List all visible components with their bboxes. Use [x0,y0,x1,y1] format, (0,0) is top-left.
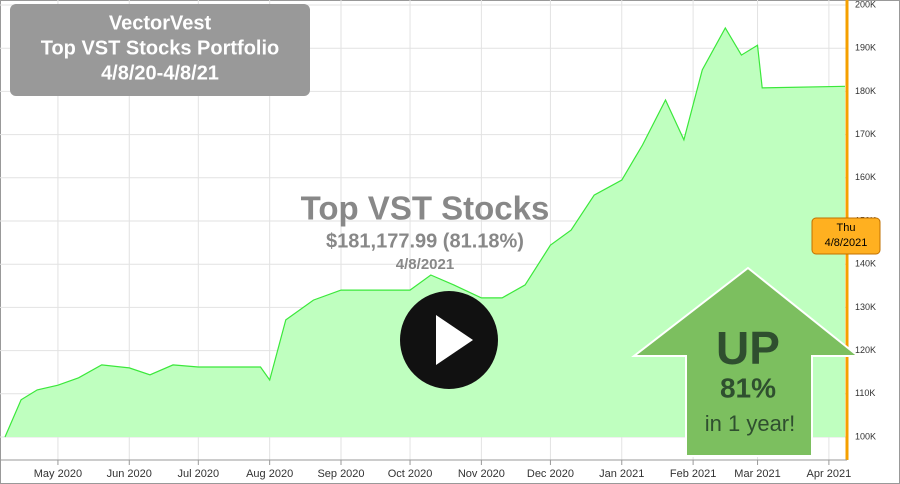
play-icon [436,315,473,365]
y-tick-label: 110K [855,388,875,398]
callout-up: UP [716,322,780,374]
callout-percent: 81% [720,372,776,403]
y-tick-label: 200K [855,0,876,9]
y-tick-label: 190K [855,43,876,53]
x-tick-label: Oct 2020 [388,468,433,480]
overlay-name: Top VST Stocks [301,190,550,227]
x-tick-label: Jan 2021 [599,468,644,480]
y-tick-label: 180K [855,86,876,96]
title-box [10,4,310,96]
flag-date: 4/8/2021 [825,237,868,249]
x-tick-label: May 2020 [34,468,82,480]
period: 4/8/20-4/8/21 [101,62,219,84]
up-arrow [631,266,861,457]
x-tick-label: Apr 2021 [807,468,852,480]
overlay-value: $181,177.99 (81.18%) [326,230,524,252]
series-line [4,26,846,438]
flag-day: Thu [837,222,856,234]
y-tick-label: 130K [855,302,876,312]
y-tick-label: 100K [855,431,876,441]
overlay-date: 4/8/2021 [396,256,454,273]
x-tick-label: Sep 2020 [317,468,364,480]
x-tick-label: Mar 2021 [734,468,780,480]
x-tick-label: Dec 2020 [527,468,574,480]
callout-period: in 1 year! [705,411,796,436]
y-tick-label: 160K [855,172,876,182]
title: VectorVest [109,12,212,34]
y-tick-label: 140K [855,259,876,269]
date-flag [811,217,881,255]
subtitle: Top VST Stocks Portfolio [41,37,280,59]
x-tick-label: Jun 2020 [107,468,152,480]
x-tick-label: Jul 2020 [178,468,220,480]
x-tick-label: Feb 2021 [670,468,716,480]
y-tick-label: 120K [855,345,876,355]
x-tick-label: Aug 2020 [246,468,293,480]
area-fill [5,27,845,438]
y-tick-label: 170K [855,129,876,139]
x-tick-label: Nov 2020 [458,468,505,480]
